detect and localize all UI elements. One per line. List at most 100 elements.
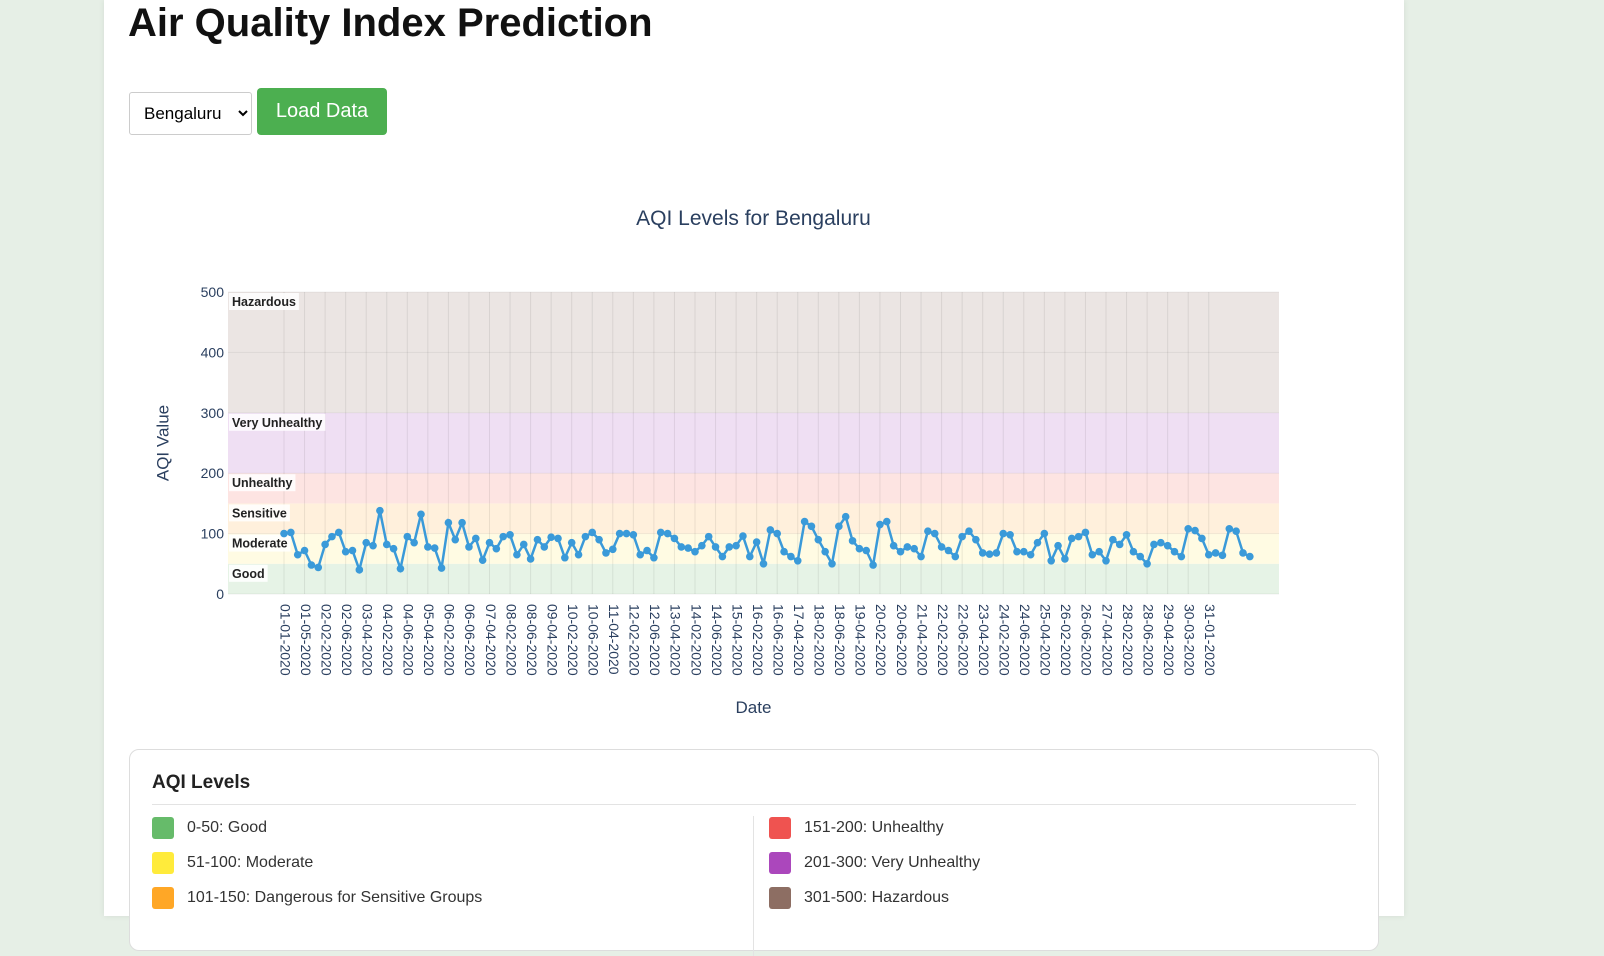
aqi-point (1157, 538, 1165, 547)
aqi-point (677, 543, 686, 551)
aqi-point (567, 538, 576, 547)
aqi-point (287, 528, 295, 537)
aqi-point (382, 540, 391, 549)
aqi-point (472, 534, 480, 543)
x-tick-label: 27-04-2020 (1099, 604, 1115, 676)
legend-rule (152, 804, 1356, 805)
aqi-point (978, 549, 987, 557)
aqi-point (1136, 552, 1145, 561)
aqi-point (499, 532, 508, 541)
aqi-band (228, 412, 1279, 474)
aqi-point (780, 547, 788, 556)
aqi-point (643, 546, 651, 555)
aqi-point (444, 518, 453, 527)
x-tick-label: 09-04-2020 (544, 604, 560, 676)
aqi-point (711, 543, 720, 551)
city-select[interactable]: Bengaluru (129, 92, 252, 135)
aqi-point (1081, 528, 1090, 537)
band-label: Sensitive (232, 506, 287, 520)
x-tick-label: 18-02-2020 (812, 604, 828, 676)
aqi-point (396, 564, 405, 573)
x-tick-label: 12-06-2020 (647, 604, 663, 676)
aqi-point (451, 535, 460, 544)
aqi-point (656, 528, 665, 537)
aqi-point (389, 544, 398, 553)
x-tick-label: 05-04-2020 (421, 604, 437, 676)
aqi-point (787, 552, 795, 561)
aqi-point (362, 538, 371, 547)
aqi-point (1191, 526, 1199, 535)
aqi-point (574, 550, 583, 559)
x-tick-label: 22-06-2020 (955, 604, 971, 676)
aqi-point (355, 566, 364, 574)
aqi-point (1115, 540, 1124, 549)
x-tick-label: 18-06-2020 (832, 604, 848, 676)
aqi-point (410, 538, 418, 547)
chart-title: AQI Levels for Bengaluru (636, 207, 871, 230)
aqi-point (835, 522, 843, 531)
band-label-bg (229, 564, 268, 582)
legend-swatch (769, 817, 791, 839)
x-tick-label: 14-06-2020 (709, 604, 725, 676)
aqi-point (321, 540, 329, 549)
aqi-point (684, 544, 692, 552)
aqi-point (1074, 532, 1083, 541)
x-axis-label: Date (736, 698, 772, 717)
aqi-point (958, 532, 966, 541)
y-tick-label: 300 (201, 405, 225, 421)
aqi-point (533, 535, 542, 544)
aqi-point (917, 552, 925, 561)
x-tick-label: 25-04-2020 (1038, 604, 1054, 676)
x-tick-label: 19-04-2020 (853, 604, 869, 676)
aqi-point (369, 541, 377, 550)
aqi-point (1095, 547, 1103, 556)
aqi-point (663, 529, 672, 538)
x-tick-label: 15-04-2020 (729, 604, 745, 676)
legend-label: 201-300: Very Unhealthy (804, 854, 981, 871)
band-label: Hazardous (232, 295, 296, 309)
aqi-point (903, 543, 912, 551)
aqi-point (1246, 552, 1254, 561)
aqi-point (403, 532, 412, 541)
x-tick-label: 04-02-2020 (380, 604, 396, 676)
aqi-point (581, 532, 590, 541)
legend: AQI Levels 0-50: Good 51-100: Moderate 101… (129, 749, 1379, 956)
chart: AQI Levels for Bengaluru 0 100 200 300 400 500… (153, 207, 1279, 717)
aqi-point (1054, 541, 1062, 550)
aqi-point (485, 538, 494, 547)
aqi-point (1211, 549, 1220, 557)
aqi-point (506, 531, 514, 539)
y-tick-label: 400 (201, 344, 225, 360)
aqi-point (930, 529, 939, 538)
aqi-point (376, 506, 384, 515)
aqi-point (554, 534, 562, 543)
x-tick-label: 26-02-2020 (1058, 604, 1074, 676)
aqi-point (944, 546, 953, 555)
aqi-point (1177, 552, 1186, 561)
aqi-point (437, 564, 446, 572)
load-button[interactable]: Load Data (257, 88, 387, 135)
x-tick-label: 07-04-2020 (483, 604, 499, 676)
aqi-point (293, 550, 302, 559)
aqi-point (759, 560, 768, 568)
x-tick-label: 22-02-2020 (935, 604, 951, 676)
aqi-point (1198, 534, 1206, 543)
aqi-point (807, 522, 816, 531)
x-tick-label: 30-03-2020 (1181, 604, 1197, 676)
aqi-point (739, 532, 747, 540)
aqi-point (1013, 547, 1021, 556)
x-tick-label: 23-04-2020 (976, 604, 992, 676)
aqi-point (300, 546, 309, 555)
aqi-point (937, 543, 946, 551)
aqi-point (1047, 556, 1055, 565)
aqi-point (314, 563, 323, 572)
aqi-point (1102, 556, 1110, 565)
aqi-point (1218, 551, 1227, 560)
y-tick-label: 100 (201, 526, 225, 542)
aqi-point (965, 527, 973, 535)
x-tick-label: 11-04-2020 (606, 604, 622, 675)
aqi-point (595, 535, 603, 544)
aqi-point (1225, 524, 1234, 533)
y-axis-label: AQI Value (153, 405, 172, 481)
legend-swatch (152, 817, 174, 839)
